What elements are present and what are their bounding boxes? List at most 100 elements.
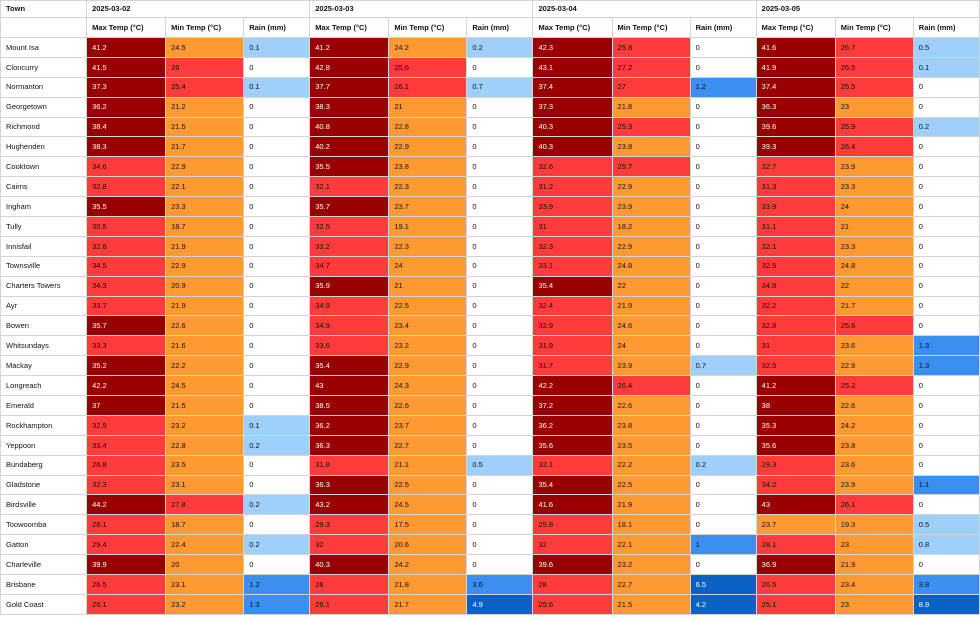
town-column-header[interactable]: Town [0, 0, 88, 18]
rain-cell: 1.1 [912, 474, 980, 496]
min-temp-cell: 23.8 [611, 136, 691, 158]
rain-cell: 1.3 [243, 593, 311, 615]
max-temp-cell: 41.2 [309, 37, 390, 58]
min-temp-cell: 23.9 [611, 196, 691, 218]
min-temp-cell: 23.4 [388, 315, 468, 337]
min-temp-cell: 22.6 [834, 395, 914, 416]
max-temp-cell: 26.5 [86, 574, 167, 595]
town-name-cell: Mackay [0, 355, 88, 377]
table-row: Cairns 32.8 22.1 0 32.1 22.3 0 31.2 22.9 0 31.3 23.… [0, 176, 980, 198]
max-temp-cell: 31.2 [532, 176, 613, 198]
max-temp-cell: 38.4 [86, 116, 167, 138]
town-name-cell: Bowen [0, 315, 88, 337]
max-temp-cell: 38.3 [86, 136, 167, 158]
max-temp-cell: 36.3 [309, 474, 390, 496]
rain-cell: 0 [466, 96, 534, 118]
rain-cell: 0 [689, 216, 757, 237]
rain-cell: 1.2 [243, 574, 311, 595]
town-name-cell: Yeppoon [0, 434, 88, 456]
max-temp-cell: 32.1 [755, 235, 836, 257]
max-temp-cell: 35.7 [86, 315, 167, 337]
town-name-cell: Longreach [0, 375, 88, 397]
rain-cell: 0 [243, 176, 311, 198]
min-temp-cell: 24 [388, 255, 468, 277]
max-temp-cell: 37.3 [86, 76, 167, 98]
rain-cell: 0 [912, 156, 980, 178]
rain-cell: 0 [912, 295, 980, 317]
min-temp-cell: 21 [388, 96, 468, 118]
max-temp-cell: 31 [532, 216, 613, 237]
date-header: 2025-03-05 [755, 0, 980, 18]
rain-cell: 0 [243, 315, 311, 337]
metric-column-header[interactable]: Min Temp (°C) [388, 17, 468, 38]
max-temp-cell: 40.3 [532, 136, 613, 158]
rain-cell: 0 [243, 136, 311, 158]
min-temp-cell: 24.2 [834, 414, 914, 436]
min-temp-cell: 22.8 [388, 116, 468, 138]
max-temp-cell: 31.1 [755, 216, 836, 237]
rain-cell: 0 [466, 434, 534, 456]
table-row: Gold Coast 26.1 23.2 1.3 26.1 21.7 4.9 25.6 21.5… [0, 593, 980, 615]
metric-column-header[interactable]: Rain (mm) [243, 17, 311, 38]
table-row: Bundaberg 26.8 23.5 0 31.8 21.1 0.5 32.1 22.2 0.2… [0, 454, 980, 476]
max-temp-cell: 43 [309, 375, 390, 397]
min-temp-cell: 22.7 [388, 434, 468, 456]
metric-column-header[interactable]: Max Temp (°C) [755, 17, 836, 38]
max-temp-cell: 32.9 [532, 315, 613, 337]
max-temp-cell: 41.6 [755, 37, 836, 58]
metric-column-header[interactable]: Rain (mm) [466, 17, 534, 38]
rain-cell: 0 [243, 196, 311, 218]
min-temp-cell: 25.5 [834, 76, 914, 98]
min-temp-cell: 21.9 [165, 235, 245, 257]
rain-cell: 0 [466, 474, 534, 496]
min-temp-cell: 25.8 [611, 37, 691, 58]
rain-cell: 0 [689, 275, 757, 297]
rain-cell: 6.5 [689, 574, 757, 595]
rain-cell: 0 [912, 315, 980, 337]
metric-column-header[interactable]: Max Temp (°C) [532, 17, 613, 38]
rain-cell: 0 [243, 156, 311, 178]
rain-cell: 0 [243, 474, 311, 496]
metric-column-header[interactable]: Max Temp (°C) [309, 17, 390, 38]
max-temp-cell: 33.1 [532, 255, 613, 277]
min-temp-cell: 26 [165, 56, 245, 78]
min-temp-cell: 22.3 [388, 235, 468, 257]
max-temp-cell: 39.9 [86, 554, 167, 576]
metric-column-header[interactable]: Rain (mm) [689, 17, 757, 38]
metric-column-header[interactable]: Max Temp (°C) [86, 17, 167, 38]
min-temp-cell: 27.2 [611, 56, 691, 78]
max-temp-cell: 29.8 [532, 514, 613, 536]
max-temp-cell: 37.2 [532, 395, 613, 416]
town-name-cell: Charters Towers [0, 275, 88, 297]
min-temp-cell: 23.2 [611, 554, 691, 576]
max-temp-cell: 42.3 [532, 37, 613, 58]
max-temp-cell: 29.4 [86, 534, 167, 556]
metric-column-header[interactable]: Rain (mm) [912, 17, 980, 38]
rain-cell: 0 [466, 56, 534, 78]
max-temp-cell: 31.3 [755, 176, 836, 198]
min-temp-cell: 23.5 [165, 454, 245, 476]
max-temp-cell: 31 [755, 335, 836, 357]
rain-cell: 0 [466, 514, 534, 536]
min-temp-cell: 21.1 [388, 454, 468, 476]
min-temp-cell: 27 [611, 76, 691, 98]
rain-cell: 0 [689, 37, 757, 58]
metric-column-header[interactable]: Min Temp (°C) [611, 17, 691, 38]
metric-column-header[interactable]: Min Temp (°C) [834, 17, 914, 38]
rain-cell: 0 [466, 494, 534, 516]
max-temp-cell: 32 [309, 534, 390, 556]
rain-cell: 0.8 [912, 534, 980, 556]
rain-cell: 0 [466, 176, 534, 198]
rain-cell: 0.1 [912, 56, 980, 78]
town-name-cell: Gladstone [0, 474, 88, 496]
max-temp-cell: 32.4 [532, 295, 613, 317]
rain-cell: 0 [466, 295, 534, 317]
min-temp-cell: 25.4 [165, 76, 245, 98]
rain-cell: 0.2 [912, 116, 980, 138]
max-temp-cell: 37.4 [532, 76, 613, 98]
town-name-cell: Gold Coast [0, 593, 88, 615]
town-name-cell: Bundaberg [0, 454, 88, 476]
metric-column-header[interactable]: Min Temp (°C) [165, 17, 245, 38]
min-temp-cell: 22.6 [388, 395, 468, 416]
max-temp-cell: 33.4 [86, 434, 167, 456]
